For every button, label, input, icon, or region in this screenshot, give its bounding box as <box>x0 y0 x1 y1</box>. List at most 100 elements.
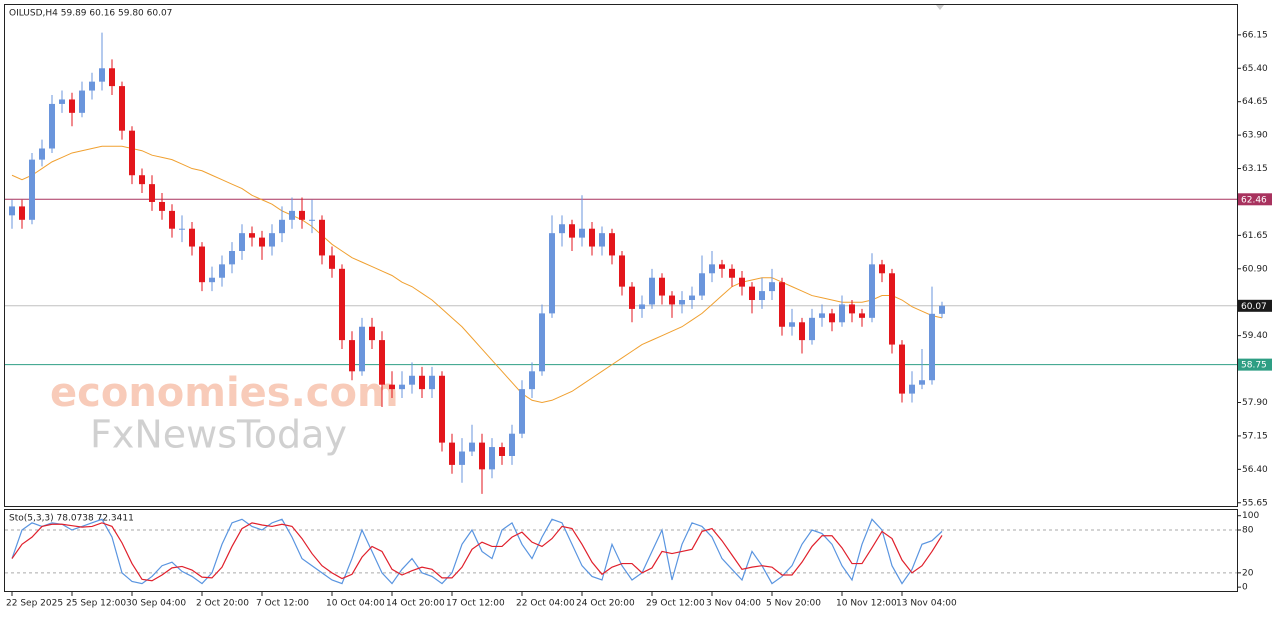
chart-title: OILUSD,H4 59.89 60.16 59.80 60.07 <box>9 9 172 19</box>
candle-body <box>769 282 775 292</box>
candle-body <box>89 81 95 91</box>
candle-body <box>599 233 605 247</box>
candle-body <box>319 219 325 256</box>
stoch-tick-label: 100 <box>1242 511 1259 521</box>
candle-body <box>579 228 585 238</box>
candle-body <box>389 384 395 390</box>
candle-body <box>259 237 265 247</box>
y-tick-label: 57.15 <box>1242 431 1268 441</box>
candle-body <box>509 433 515 456</box>
candle-body <box>19 206 25 220</box>
candle-body <box>159 201 165 211</box>
candle-body <box>329 255 335 269</box>
candle-body <box>759 291 765 301</box>
candle-body <box>889 273 895 345</box>
y-tick-label: 59.40 <box>1242 331 1268 341</box>
x-tick-label: 30 Sep 04:00 <box>126 599 186 609</box>
candle-body <box>139 175 145 185</box>
candle-body <box>39 148 45 160</box>
candle-body <box>639 304 645 309</box>
candle-body <box>429 375 435 390</box>
candle-body <box>779 282 785 327</box>
y-tick-label: 65.40 <box>1242 64 1268 74</box>
level-label: 62.46 <box>1241 195 1267 205</box>
x-tick-label: 13 Nov 04:00 <box>896 599 957 609</box>
candle-body <box>619 255 625 287</box>
candle-body <box>809 317 815 341</box>
x-tick-label: 22 Sep 2025 <box>6 599 63 609</box>
candle-body <box>379 340 385 385</box>
candle-body <box>369 326 375 341</box>
candle-body <box>789 322 795 327</box>
candle-body <box>859 313 865 318</box>
candle-body <box>519 389 525 434</box>
candle-body <box>359 326 365 372</box>
candle-body <box>529 371 535 390</box>
level-label-box <box>1238 299 1272 312</box>
candle-body <box>539 313 545 372</box>
candle-body <box>479 442 485 470</box>
candle-body <box>569 224 575 238</box>
candle-body <box>589 228 595 247</box>
candle-body <box>149 184 155 202</box>
shift-marker <box>936 5 944 10</box>
candle-body <box>189 228 195 247</box>
candle-body <box>249 233 255 238</box>
stoch-tick-label: 20 <box>1242 568 1254 578</box>
x-tick-label: 24 Oct 20:00 <box>576 599 635 609</box>
y-tick-label: 57.90 <box>1242 398 1268 408</box>
candle-body <box>269 233 275 247</box>
candle-body <box>899 344 905 394</box>
x-tick-label: 2 Oct 20:00 <box>196 599 249 609</box>
candle-body <box>9 206 15 216</box>
candle-body <box>939 305 945 314</box>
candle-body <box>679 300 685 305</box>
y-tick-label: 55.65 <box>1242 498 1268 508</box>
candle-body <box>719 264 725 269</box>
x-tick-label: 3 Nov 04:00 <box>706 599 761 609</box>
candle-body <box>629 286 635 309</box>
candle-body <box>99 68 105 82</box>
candle-body <box>69 99 75 113</box>
y-tick-label: 66.15 <box>1242 30 1268 40</box>
candle-body <box>129 130 135 176</box>
candle-body <box>869 264 875 318</box>
main-panel <box>4 4 1238 507</box>
candle-body <box>209 277 215 283</box>
candle-body <box>689 295 695 301</box>
x-tick-label: 5 Nov 20:00 <box>766 599 821 609</box>
x-tick-label: 10 Nov 12:00 <box>836 599 897 609</box>
watermark: economies.com <box>50 370 399 416</box>
watermark: FxNewsToday <box>90 413 347 457</box>
candle-body <box>59 99 65 104</box>
x-tick-label: 17 Oct 12:00 <box>446 599 505 609</box>
candle-body <box>419 375 425 390</box>
candle-body <box>199 246 205 283</box>
candle-body <box>879 264 885 274</box>
candle-body <box>49 103 55 149</box>
y-tick-label: 56.40 <box>1242 465 1268 475</box>
y-tick-label: 60.90 <box>1242 264 1268 274</box>
candle-body <box>469 442 475 452</box>
candle-body <box>709 264 715 274</box>
candle-body <box>219 264 225 278</box>
moving-average <box>11 145 943 404</box>
candle-body <box>699 273 705 296</box>
candle-body <box>409 375 415 385</box>
candle-body <box>669 295 675 305</box>
candle-body <box>489 447 495 470</box>
candle-body <box>559 224 565 234</box>
candle-body <box>109 68 115 87</box>
stoch-line <box>11 518 943 585</box>
candle-body <box>649 277 655 305</box>
candle-body <box>439 375 445 443</box>
x-tick-label: 29 Oct 12:00 <box>646 599 705 609</box>
candle-body <box>399 384 405 390</box>
y-tick-label: 61.65 <box>1242 231 1268 241</box>
x-tick-label: 14 Oct 20:00 <box>386 599 445 609</box>
candle-body <box>229 250 235 265</box>
candle-body <box>849 304 855 314</box>
x-tick-label: 22 Oct 04:00 <box>516 599 575 609</box>
candle-body <box>169 210 175 229</box>
